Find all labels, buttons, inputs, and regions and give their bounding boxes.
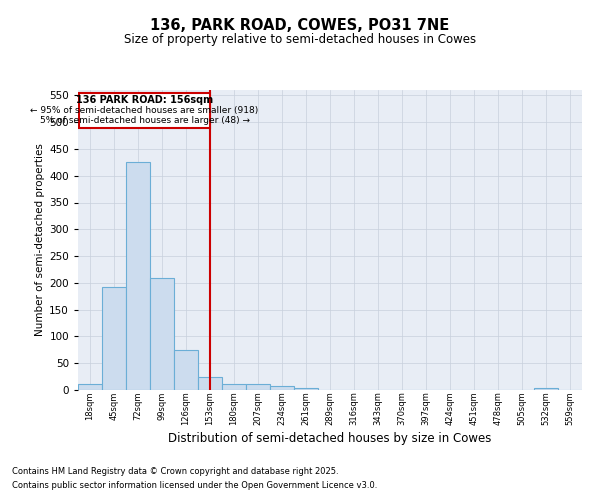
Bar: [246, 384, 270, 390]
Y-axis label: Number of semi-detached properties: Number of semi-detached properties: [35, 144, 45, 336]
Text: 5% of semi-detached houses are larger (48) →: 5% of semi-detached houses are larger (4…: [40, 116, 250, 125]
Bar: [174, 350, 198, 390]
Bar: [270, 386, 294, 390]
FancyBboxPatch shape: [79, 92, 210, 128]
Text: Contains public sector information licensed under the Open Government Licence v3: Contains public sector information licen…: [12, 481, 377, 490]
Text: 136, PARK ROAD, COWES, PO31 7NE: 136, PARK ROAD, COWES, PO31 7NE: [151, 18, 449, 32]
Text: ← 95% of semi-detached houses are smaller (918): ← 95% of semi-detached houses are smalle…: [31, 106, 259, 114]
Bar: [222, 384, 246, 390]
Bar: [150, 278, 174, 390]
X-axis label: Distribution of semi-detached houses by size in Cowes: Distribution of semi-detached houses by …: [169, 432, 491, 445]
Bar: [126, 162, 150, 390]
Bar: [294, 388, 318, 390]
Text: Size of property relative to semi-detached houses in Cowes: Size of property relative to semi-detach…: [124, 32, 476, 46]
Bar: [198, 376, 222, 390]
Bar: [534, 388, 558, 390]
Text: Contains HM Land Registry data © Crown copyright and database right 2025.: Contains HM Land Registry data © Crown c…: [12, 467, 338, 476]
Text: 136 PARK ROAD: 156sqm: 136 PARK ROAD: 156sqm: [76, 94, 213, 104]
Bar: [78, 384, 102, 390]
Bar: [102, 286, 126, 390]
